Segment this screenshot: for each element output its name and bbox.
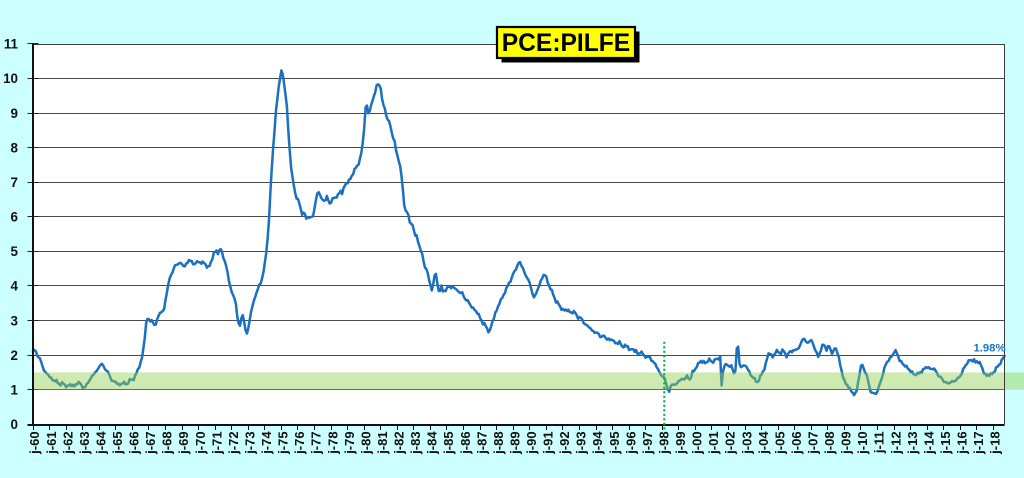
svg-text:j-94: j-94 — [590, 431, 605, 455]
svg-text:j-07: j-07 — [806, 431, 821, 454]
svg-text:j-03: j-03 — [739, 431, 754, 454]
svg-text:j-81: j-81 — [375, 431, 390, 454]
svg-text:j-67: j-67 — [143, 431, 158, 454]
svg-text:j-14: j-14 — [921, 431, 936, 455]
svg-text:j-66: j-66 — [127, 431, 142, 454]
svg-text:j-95: j-95 — [607, 431, 622, 454]
svg-text:j-87: j-87 — [474, 431, 489, 454]
svg-text:2: 2 — [11, 348, 18, 363]
svg-text:j-71: j-71 — [209, 431, 224, 454]
svg-text:j-86: j-86 — [458, 431, 473, 454]
svg-text:j-69: j-69 — [176, 431, 191, 454]
svg-text:9: 9 — [11, 106, 18, 121]
svg-text:j-93: j-93 — [574, 431, 589, 454]
svg-text:j-08: j-08 — [822, 431, 837, 454]
svg-text:j-10: j-10 — [855, 431, 870, 454]
svg-text:j-60: j-60 — [27, 431, 42, 454]
svg-text:j-76: j-76 — [292, 431, 307, 454]
svg-text:j-62: j-62 — [60, 431, 75, 454]
svg-text:j-72: j-72 — [226, 431, 241, 454]
svg-text:0: 0 — [11, 417, 18, 432]
svg-text:j-68: j-68 — [160, 431, 175, 454]
svg-text:j-02: j-02 — [723, 431, 738, 454]
svg-text:3: 3 — [11, 313, 18, 328]
svg-text:j-89: j-89 — [507, 431, 522, 454]
svg-text:j-75: j-75 — [276, 431, 291, 454]
svg-text:4: 4 — [11, 279, 19, 294]
svg-text:j-64: j-64 — [93, 431, 108, 455]
svg-text:j-63: j-63 — [77, 431, 92, 454]
svg-text:j-00: j-00 — [690, 431, 705, 454]
svg-text:j-06: j-06 — [789, 431, 804, 454]
svg-text:11: 11 — [4, 37, 19, 52]
svg-text:j-96: j-96 — [623, 431, 638, 454]
svg-text:j-84: j-84 — [425, 431, 440, 455]
svg-text:j-91: j-91 — [541, 431, 556, 454]
svg-text:7: 7 — [11, 175, 18, 190]
svg-text:6: 6 — [11, 210, 18, 225]
svg-text:j-80: j-80 — [358, 431, 373, 454]
svg-text:j-79: j-79 — [342, 431, 357, 454]
svg-text:j-70: j-70 — [193, 431, 208, 454]
svg-text:j-99: j-99 — [673, 431, 688, 454]
svg-text:j-77: j-77 — [309, 431, 324, 454]
svg-text:10: 10 — [3, 71, 18, 86]
svg-text:j-18: j-18 — [988, 431, 1003, 454]
svg-text:j-61: j-61 — [44, 431, 59, 454]
svg-text:j-78: j-78 — [325, 431, 340, 454]
svg-text:j-73: j-73 — [243, 431, 258, 454]
svg-text:j-17: j-17 — [971, 431, 986, 454]
svg-text:j-15: j-15 — [938, 431, 953, 454]
svg-text:j-12: j-12 — [888, 431, 903, 454]
svg-text:j-85: j-85 — [441, 431, 456, 454]
svg-text:PCE:PILFE: PCE:PILFE — [502, 30, 630, 57]
svg-text:j-74: j-74 — [259, 431, 274, 455]
svg-text:j-04: j-04 — [756, 431, 771, 455]
svg-text:5: 5 — [11, 244, 19, 259]
svg-text:j-11: j-11 — [872, 431, 887, 454]
svg-text:j-97: j-97 — [640, 431, 655, 454]
svg-text:j-01: j-01 — [706, 431, 721, 454]
svg-text:j-05: j-05 — [772, 431, 787, 454]
svg-text:j-82: j-82 — [392, 431, 407, 454]
svg-text:8: 8 — [11, 140, 19, 155]
svg-text:1.98%: 1.98% — [973, 343, 1005, 355]
svg-text:j-90: j-90 — [524, 431, 539, 454]
svg-text:1: 1 — [11, 382, 19, 397]
svg-text:j-13: j-13 — [905, 431, 920, 454]
svg-text:j-09: j-09 — [839, 431, 854, 454]
svg-text:j-88: j-88 — [491, 431, 506, 454]
svg-text:j-65: j-65 — [110, 431, 125, 454]
svg-text:j-16: j-16 — [955, 431, 970, 454]
svg-text:j-83: j-83 — [408, 431, 423, 454]
svg-text:j-98: j-98 — [657, 431, 672, 454]
svg-text:j-92: j-92 — [557, 431, 572, 454]
